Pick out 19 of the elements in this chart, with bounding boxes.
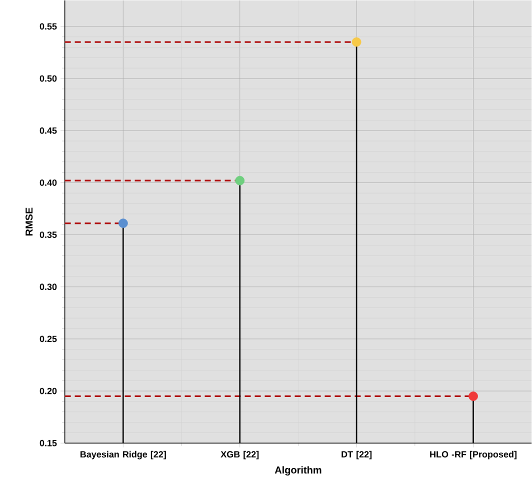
point <box>118 218 128 228</box>
y-tick-label: 0.30 <box>40 284 57 290</box>
x-tick-label: HLO -RF [Proposed] <box>430 450 516 460</box>
point <box>352 37 362 47</box>
x-tick-label: DT [22] <box>342 450 372 460</box>
y-tick-label: 0.15 <box>40 440 57 446</box>
y-tick-label: 0.35 <box>40 232 57 238</box>
x-axis-title: Algorithm <box>274 466 322 476</box>
y-tick-label: 0.20 <box>40 388 57 394</box>
y-tick-label: 0.45 <box>40 127 57 134</box>
y-tick-label: 0.50 <box>40 75 57 82</box>
point <box>235 176 245 186</box>
x-tick-label: Bayesian Ridge [22] <box>80 450 166 460</box>
x-tick-label: XGB [22] <box>220 450 259 460</box>
y-tick-label: 0.55 <box>40 23 57 30</box>
y-tick-label: 0.40 <box>40 180 57 186</box>
y-tick-label: 0.25 <box>40 336 57 342</box>
y-axis-title: RMSE <box>26 208 33 236</box>
point <box>468 392 478 401</box>
